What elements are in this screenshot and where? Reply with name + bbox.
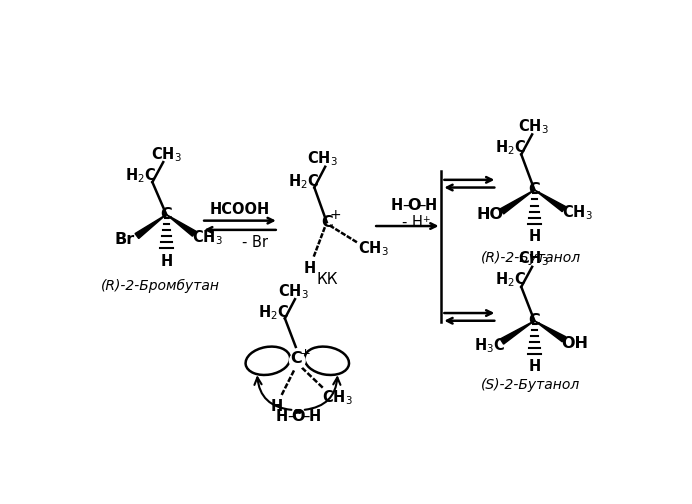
Text: CH$_3$: CH$_3$	[518, 117, 548, 136]
Text: H: H	[528, 359, 540, 373]
Text: CH$_3$: CH$_3$	[192, 228, 223, 247]
Polygon shape	[534, 190, 565, 212]
Text: CH$_3$: CH$_3$	[151, 145, 182, 164]
Text: OH: OH	[561, 336, 588, 351]
Text: (S)-2-Бутанол: (S)-2-Бутанол	[481, 379, 580, 393]
Text: H: H	[275, 409, 288, 424]
Text: C: C	[321, 215, 333, 230]
Text: H: H	[304, 261, 316, 276]
Text: O: O	[291, 409, 304, 424]
Text: CH$_3$: CH$_3$	[322, 389, 353, 407]
Text: H: H	[390, 198, 403, 213]
FancyArrowPatch shape	[255, 377, 291, 410]
Text: - Br: - Br	[242, 235, 268, 249]
Text: –: –	[402, 198, 410, 213]
Text: CH$_3$: CH$_3$	[307, 150, 338, 168]
Text: CH$_3$: CH$_3$	[518, 250, 548, 269]
Polygon shape	[135, 215, 166, 238]
Text: CH$_3$: CH$_3$	[562, 203, 592, 222]
Text: Br: Br	[114, 232, 135, 247]
Text: HO: HO	[476, 207, 503, 222]
Text: CH$_3$: CH$_3$	[278, 282, 309, 301]
Ellipse shape	[289, 352, 306, 369]
Polygon shape	[500, 190, 534, 214]
Text: H$_2$C: H$_2$C	[495, 271, 526, 289]
Text: H: H	[161, 254, 172, 269]
Text: H$_2$C: H$_2$C	[495, 138, 526, 157]
Text: H$_2$C: H$_2$C	[125, 167, 156, 185]
Text: C: C	[291, 351, 302, 366]
Text: (R)-2-Бромбутан: (R)-2-Бромбутан	[100, 279, 219, 293]
Text: (R)-2-Бутанол: (R)-2-Бутанол	[480, 251, 581, 266]
Text: +: +	[300, 347, 311, 359]
Text: –: –	[302, 409, 309, 424]
Polygon shape	[500, 321, 534, 344]
Text: H$_2$C: H$_2$C	[259, 303, 290, 322]
Polygon shape	[534, 321, 565, 342]
Text: - H⁺: - H⁺	[401, 215, 430, 230]
Text: H: H	[424, 198, 437, 213]
Text: H: H	[308, 409, 320, 424]
Text: O: O	[407, 198, 420, 213]
Text: H: H	[271, 400, 282, 414]
Text: –: –	[419, 198, 426, 213]
Text: C: C	[529, 182, 540, 198]
Polygon shape	[166, 215, 196, 236]
Text: –: –	[287, 409, 295, 424]
Text: H: H	[528, 229, 540, 244]
Text: HCOOH: HCOOH	[210, 202, 270, 217]
Text: H$_3$C: H$_3$C	[474, 336, 505, 355]
Text: +: +	[329, 208, 341, 222]
Text: CH$_3$: CH$_3$	[358, 239, 389, 258]
Text: КК: КК	[316, 273, 338, 287]
Text: C: C	[161, 207, 172, 222]
Text: C: C	[529, 313, 540, 328]
FancyArrowPatch shape	[304, 377, 340, 410]
Text: H$_2$C: H$_2$C	[288, 172, 319, 191]
